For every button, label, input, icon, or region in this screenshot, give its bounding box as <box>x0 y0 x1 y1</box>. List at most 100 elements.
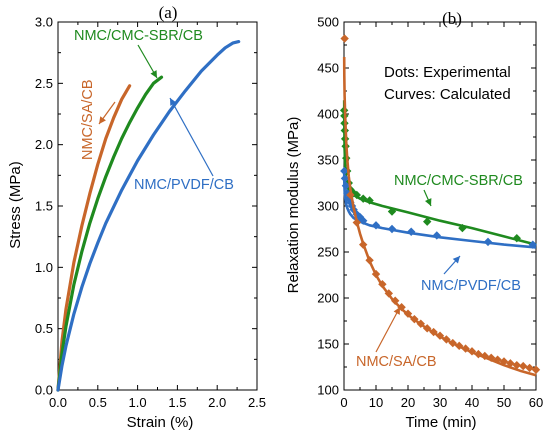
panel-b-point-nmc-sa-cb <box>525 363 534 373</box>
panel-b-point-nmc-pvdf-cb <box>359 216 368 225</box>
panel-b-note-calculated: Curves: Calculated <box>384 86 511 103</box>
panel-b-point-nmc-sa-cb <box>506 359 515 368</box>
panel-b-point-nmc-sa-cb <box>467 347 477 356</box>
panel-b-point-nmc-sa-cb <box>480 351 489 361</box>
panel-b-point-nmc-sa-cb <box>442 335 451 344</box>
panel-b-point-nmc-sa-cb <box>461 344 470 353</box>
panel-b-label: (b) <box>442 9 462 28</box>
panel-b-point-nmc-sa-cb <box>487 353 496 362</box>
panel-b-arrow-blue-head <box>452 256 460 264</box>
panel-a-series <box>56 39 241 392</box>
panel-b-curve-nmc-sa-cb <box>342 56 537 377</box>
panel-b-point-nmc-sa-cb <box>359 240 368 249</box>
panel-a-xtick-label: 2.0 <box>208 395 226 410</box>
panel-a-label-sa: NMC/SA/CB <box>80 79 96 160</box>
panel-a-ticks: 0.0 0.5 1.0 1.5 2.0 2.5 0.0 0.5 1.0 1.5 2.0 2.5 3.0 <box>35 15 266 411</box>
panel-b-ytick-label: 100 <box>317 383 339 398</box>
panel-b-point-nmc-sa-cb <box>448 338 457 348</box>
panel-a-curve-nmc-cmc-sbr-cb <box>56 75 164 392</box>
panel-b-ytick-label: 400 <box>317 107 339 122</box>
panel-b-point-nmc-sa-cb <box>493 355 502 364</box>
panel-b-point-nmc-pvdf-cb <box>371 221 381 230</box>
panel-b-xtick-label: 60 <box>529 395 543 410</box>
panel-b-point-nmc-pvdf-cb <box>407 227 416 236</box>
panel-b-point-nmc-sa-cb <box>371 269 381 279</box>
panel-b-point-nmc-cmc-sbr-cb <box>365 196 374 205</box>
panel-a-arrow-green-head <box>150 70 157 78</box>
panel-b-point-nmc-pvdf-cb <box>340 166 349 176</box>
panel-a-label-pvdf: NMC/PVDF/CB <box>134 177 234 193</box>
panel-b-ticks: 0 10 20 30 40 50 60 100 150 200 250 300 350 400 450 500 <box>317 15 543 411</box>
panel-b-point-nmc-pvdf-cb <box>341 181 351 190</box>
panel-b-point-nmc-cmc-sbr-cb <box>512 234 521 243</box>
panel-b-label-cmc-sbr: NMC/CMC-SBR/CB <box>394 173 523 189</box>
panel-b-point-nmc-sa-cb <box>423 324 432 333</box>
panel-b-point-nmc-sa-cb <box>391 296 400 305</box>
panel-b-point-nmc-sa-cb <box>352 218 361 227</box>
panel-a-ytick-label: 0.0 <box>35 383 53 398</box>
panel-b-point-nmc-pvdf-cb <box>387 224 397 234</box>
panel-b-point-nmc-sa-cb <box>435 331 445 340</box>
panel-a-ytick-label: 1.0 <box>35 260 53 275</box>
panel-a-arrow-blue <box>169 97 214 177</box>
panel-b-arrow-green-head <box>424 198 432 206</box>
panel-a-ytick-label: 0.5 <box>35 321 53 336</box>
panel-b-xtick-label: 40 <box>465 395 479 410</box>
panel-b-xtick-label: 30 <box>433 395 447 410</box>
panel-b-arrow-orange <box>375 306 401 353</box>
panel-b-point-nmc-sa-cb <box>410 314 419 324</box>
panel-b-ytick-label: 450 <box>317 61 339 76</box>
panel-b-ytick-label: 250 <box>317 245 339 260</box>
panel-b-point-nmc-cmc-sbr-cb <box>359 194 368 203</box>
panel-a-xtick-label: 0.0 <box>49 395 67 410</box>
panel-a-ytick-label: 2.0 <box>35 137 53 152</box>
panel-a-ylabel: Stress (MPa) <box>7 161 24 249</box>
panel-a-xlabel: Strain (%) <box>127 414 194 431</box>
panel-b-point-nmc-sa-cb <box>531 365 541 374</box>
panel-b-xtick-label: 10 <box>369 395 383 410</box>
panel-a-xtick-label: 1.0 <box>129 395 147 410</box>
panel-b-point-nmc-cmc-sbr-cb <box>387 207 397 216</box>
panel-a-arrow-orange-head <box>99 116 106 124</box>
panel-a-xtick-label: 0.5 <box>89 395 107 410</box>
panel-b-ytick-label: 500 <box>317 15 339 30</box>
panel-a-ytick-label: 1.5 <box>35 199 53 214</box>
panel-b-point-nmc-pvdf-cb <box>340 174 350 183</box>
panel-b-point-nmc-cmc-sbr-cb <box>352 190 361 200</box>
panel-a-arrow-blue-head <box>170 98 177 106</box>
panel-b-point-nmc-sa-cb <box>378 280 387 289</box>
panel-b-point-nmc-sa-cb <box>519 361 528 371</box>
panel-b-label-pvdf: NMC/PVDF/CB <box>421 278 521 294</box>
panel-b-point-nmc-sa-cb <box>499 357 509 366</box>
panel-b-point-nmc-pvdf-cb <box>483 237 493 247</box>
panel-b-ylabel: Relaxation modulus (MPa) <box>285 117 302 294</box>
panel-b-xlabel: Time (min) <box>405 414 476 431</box>
panel-a-curve-nmc-sa-cb <box>56 84 132 392</box>
panel-b-point-nmc-sa-cb <box>340 34 349 43</box>
panel-b-point-nmc-sa-cb <box>512 360 521 370</box>
panel-b-xtick-label: 0 <box>340 395 347 410</box>
panel-b-point-nmc-sa-cb <box>384 289 393 298</box>
panel-b-series <box>339 34 541 377</box>
panel-a-xtick-label: 1.5 <box>168 395 186 410</box>
panel-b-point-nmc-sa-cb <box>455 341 464 351</box>
panel-b-arrow-orange-head <box>393 307 400 315</box>
panel-a-ytick-label: 2.5 <box>35 76 53 91</box>
panel-a: 0.0 0.5 1.0 1.5 2.0 2.50.00.51.01.52.02.53.0 … <box>7 3 266 431</box>
panel-b-note-experimental: Dots: Experimental <box>384 64 511 81</box>
panel-a-curve-nmc-pvdf-cb <box>56 39 241 392</box>
panel-b-point-nmc-sa-cb <box>365 256 374 265</box>
panel-b-curve-nmc-pvdf-cb <box>342 172 537 249</box>
panel-b-xtick-label: 50 <box>497 395 511 410</box>
panel-a-xtick-label: 2.5 <box>248 395 266 410</box>
panel-b: 0 10 20 30 40 50 60 100 150 200 250 300 350 400 450 500… <box>285 9 543 431</box>
panel-b-point-nmc-cmc-sbr-cb <box>458 223 467 233</box>
panel-b-point-nmc-sa-cb <box>403 309 413 318</box>
panel-b-point-nmc-sa-cb <box>416 319 425 328</box>
panel-b-ytick-label: 300 <box>317 199 339 214</box>
panel-a-ytick-label: 3.0 <box>35 15 53 30</box>
panel-b-xtick-label: 20 <box>401 395 415 410</box>
panel-b-ytick-label: 200 <box>317 291 339 306</box>
panel-b-point-nmc-pvdf-cb <box>432 231 441 240</box>
